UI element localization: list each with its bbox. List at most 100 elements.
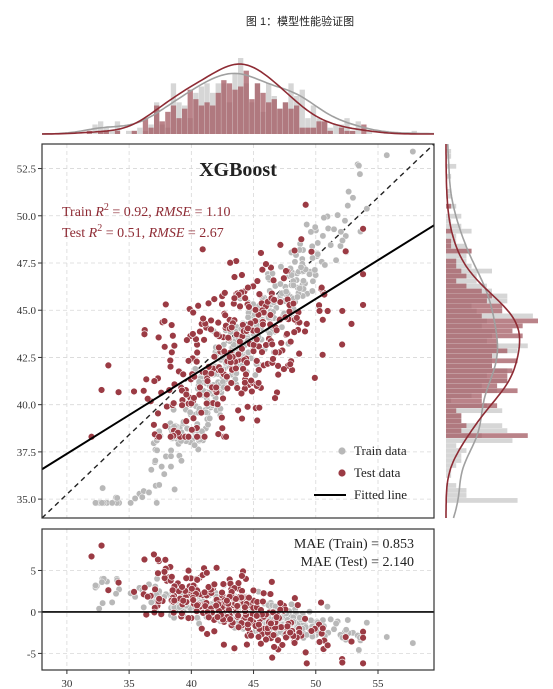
residual-y-axis-ticks: -5 0 5	[27, 565, 42, 660]
top-test-bar-51	[327, 130, 333, 134]
resid-test-point-132	[268, 578, 276, 586]
right-test-bar-17	[446, 428, 462, 433]
test-point-283	[213, 400, 222, 408]
resid-train-point-233	[95, 605, 103, 613]
right-train-bar-17	[446, 428, 508, 433]
top-test-bar-33	[226, 83, 233, 134]
top-test-bar-36	[243, 70, 249, 134]
train-point-227	[113, 494, 121, 502]
resid-test-point-272	[241, 603, 249, 611]
test-point-317	[268, 340, 276, 349]
resid-test-point-241	[301, 648, 310, 657]
test-point-118	[253, 416, 261, 425]
legend-train-marker	[338, 447, 346, 455]
test-point-219	[311, 374, 319, 382]
test-point-304	[184, 357, 193, 365]
top-test-bar-31	[215, 92, 221, 134]
right-train-bar-6	[446, 483, 457, 488]
resid-train-point-273	[363, 619, 371, 627]
resid-test-point-306	[155, 595, 163, 603]
train-point-230	[158, 463, 166, 471]
train-point-115	[355, 162, 363, 170]
resid-test-point-263	[188, 585, 196, 593]
right-test-bar-19	[446, 418, 462, 424]
train-point-251	[327, 241, 335, 249]
resid-test-point-232	[200, 588, 209, 597]
test-point-127	[200, 336, 208, 344]
right-train-bar-59	[446, 218, 452, 224]
test-point-94	[283, 330, 291, 338]
main-ytick-label-0: 35.0	[17, 494, 37, 506]
test-point-227	[271, 394, 279, 402]
train-point-389	[244, 313, 252, 321]
resid-test-point-112	[277, 623, 285, 631]
top-kde-train	[42, 72, 434, 135]
resid-test-point-205	[245, 593, 253, 602]
right-test-bar-41	[446, 308, 503, 314]
top-test-bar-34	[232, 89, 238, 134]
right-test-bar-28	[446, 373, 508, 379]
train-point-379	[191, 441, 199, 449]
right-train-bar-52	[446, 253, 467, 259]
right-train-bar-5	[446, 488, 467, 493]
right-train-bar-60	[446, 213, 462, 219]
resid-test-point-314	[170, 596, 179, 605]
test-point-23	[232, 257, 240, 265]
top-test-bar-25	[182, 108, 188, 134]
train-point-138	[167, 463, 175, 471]
test-point-315	[286, 360, 294, 368]
test-metric-text: Test R2 = 0.51, RMSE = 2.67	[62, 223, 224, 241]
test-point-178	[249, 347, 258, 355]
resid-test-point-165	[178, 609, 186, 618]
test-point-226	[318, 351, 327, 359]
figure-caption: 图 1：模型性能验证图	[246, 14, 354, 28]
resid-test-point-312	[184, 614, 193, 622]
test-point-161	[286, 337, 295, 346]
resid-test-point-286	[210, 580, 219, 589]
main-ytick-label-5: 47.5	[17, 258, 37, 270]
test-point-279	[232, 364, 240, 373]
right-test-bar-26	[446, 383, 498, 389]
train-point-298	[206, 414, 214, 422]
resid-test-point-11	[266, 590, 275, 598]
resid-test-point-271	[255, 620, 263, 629]
resid-test-point-313	[253, 612, 261, 620]
train-point-245	[153, 499, 161, 507]
test-point-12	[274, 362, 282, 370]
train-point-289	[383, 151, 391, 159]
test-point-258	[214, 318, 222, 327]
test-point-232	[200, 433, 209, 441]
right-test-bar-34	[446, 343, 498, 349]
test-point-278	[262, 341, 270, 349]
train-point-42	[324, 225, 332, 232]
resid-test-point-147	[283, 622, 292, 631]
main-ytick-label-1: 37.5	[17, 447, 37, 459]
test-point-268	[203, 377, 212, 385]
top-test-bar-30	[210, 105, 216, 134]
top-test-bar-23	[170, 105, 177, 134]
test-point-203	[219, 394, 227, 403]
test-point-24	[258, 265, 267, 274]
test-point-229	[207, 325, 215, 334]
test-point-166	[222, 433, 230, 441]
resid-test-point-309	[341, 633, 350, 641]
right-test-bar-44	[446, 293, 492, 299]
top-train-bar-46	[299, 89, 305, 134]
chart-title: XGBoost	[199, 159, 277, 181]
test-point-309	[341, 247, 350, 256]
resid-test-point-89	[140, 555, 149, 564]
main-ytick-label-2: 40.0	[17, 400, 37, 412]
test-point-231	[204, 299, 213, 308]
test-point-305	[189, 330, 197, 338]
legend-fitted-label: Fitted line	[354, 487, 407, 502]
train-point-356	[276, 280, 284, 288]
test-point-246	[160, 317, 169, 325]
test-point-98	[203, 399, 211, 408]
test-point-245	[161, 343, 169, 351]
resid-test-point-83	[114, 578, 123, 587]
test-point-252	[262, 260, 270, 268]
resid-xtick-label-1: 35	[124, 678, 136, 689]
test-point-297	[225, 353, 234, 361]
train-point-56	[345, 188, 353, 196]
top-test-bar-18	[142, 118, 149, 134]
